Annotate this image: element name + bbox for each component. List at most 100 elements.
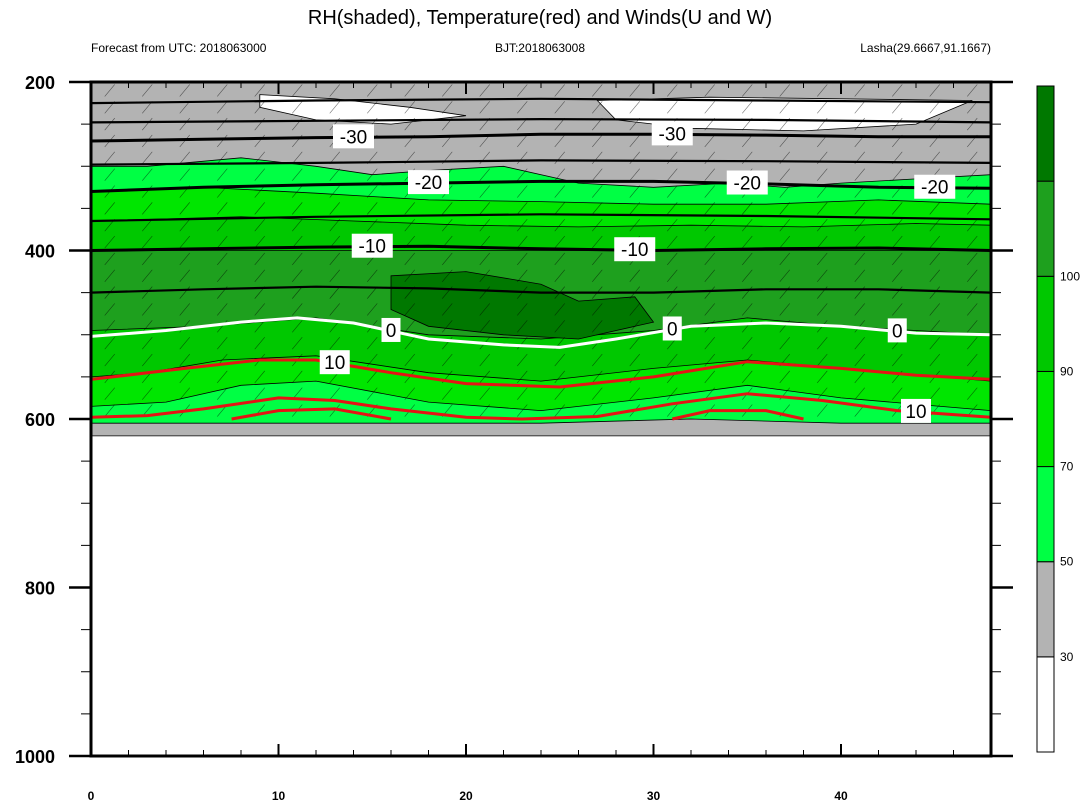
wind-barb [967,320,978,333]
wind-barb [892,269,903,282]
wind-barb [179,117,190,131]
wind-barb [292,101,303,114]
wind-barb [929,101,940,114]
wind-barb [479,286,490,299]
wind-barb [292,219,303,232]
wind-barb [142,185,153,198]
wind-barb [217,134,228,148]
temperature-contour-15-6 [231,407,392,421]
wind-barb [104,387,115,400]
wind-barb [404,219,415,232]
wind-barb [742,252,753,266]
wind-barb [779,84,790,97]
wind-barb [742,134,753,148]
wind-barb [104,353,115,367]
wind-barb [967,303,978,316]
contour-line--35 [91,117,991,124]
rh-colorbar: 30 50 70 90 100 [1036,85,1080,753]
wind-barb [629,387,640,400]
wind-barb [554,134,565,148]
y-tick-label: 200 [25,73,55,93]
wind-barb [104,151,115,165]
colorbar-label: 70 [1060,460,1074,474]
wind-barb [779,134,790,148]
wind-barb [854,168,865,181]
wind-barb [442,336,453,350]
wind-barb [554,252,565,266]
wind-barb [367,336,378,350]
wind-barb [179,235,190,249]
wind-barb [442,387,453,400]
wind-barb [479,252,490,266]
wind-barb [929,387,940,400]
wind-barb [179,286,190,299]
wind-barb [179,269,190,282]
wind-barb [292,185,303,198]
subtitle-right: Lasha(29.6667,91.1667) [860,41,991,55]
wind-barb [142,235,153,249]
wind-barb [442,252,453,266]
wind-barb [854,235,865,249]
wind-barb [329,286,340,299]
wind-barb [404,387,415,400]
wind-barb [517,303,528,316]
wind-barb [442,303,453,316]
wind-barb [479,387,490,400]
temperature-contour--10-2 [91,244,991,253]
wind-barb [667,219,678,232]
contour-label: 0 [386,321,397,342]
wind-barb [817,219,828,232]
wind-barb [442,202,453,215]
wind-barb [179,370,190,384]
wind-barb [517,269,528,282]
wind-barb [779,320,790,333]
wind-barb [742,286,753,299]
wind-barb [292,252,303,266]
wind-barb [929,286,940,299]
wind-barb [592,101,603,114]
wind-barb [704,235,715,249]
wind-barb [742,219,753,232]
colorbar-swatch [1036,370,1055,468]
y-tick-label: 400 [25,242,55,262]
wind-barb [217,168,228,181]
contour-label: -10 [621,240,648,261]
wind-barb [779,269,790,282]
wind-barb [104,269,115,282]
wind-barb [929,353,940,367]
wind-barb [854,336,865,350]
wind-barb [779,235,790,249]
wind-barb [929,320,940,333]
wind-barb [329,336,340,350]
wind-barb [592,202,603,215]
contour-label: -30 [340,127,367,148]
wind-barb [592,303,603,316]
wind-barb [329,252,340,266]
wind-barb [517,151,528,165]
wind-barb [479,269,490,282]
wind-barb [817,269,828,282]
wind-barb [629,84,640,97]
contour-line--15 [91,213,991,223]
wind-barb [254,387,265,400]
wind-barb [704,202,715,215]
wind-barb [892,117,903,131]
wind-barb [404,336,415,350]
wind-barb [817,303,828,316]
colorbar-label: 90 [1060,364,1074,378]
wind-barb [179,320,190,333]
wind-barb [142,84,153,97]
wind-barb [817,202,828,215]
contour-label: 10 [324,353,345,374]
wind-barb [704,303,715,316]
wind-barb [104,117,115,131]
wind-barb [929,84,940,97]
wind-barb [329,168,340,181]
wind-barb [592,353,603,367]
wind-barb [892,303,903,316]
wind-barb [929,252,940,266]
wind-barb [479,303,490,316]
wind-barb [817,353,828,367]
wind-barb [892,168,903,181]
wind-barb [292,168,303,181]
